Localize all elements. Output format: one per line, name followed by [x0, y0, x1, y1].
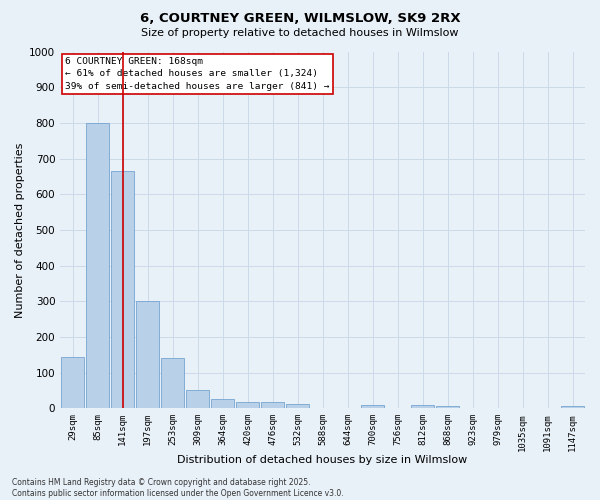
Bar [187, 390, 209, 408]
Bar [561, 406, 584, 408]
Bar [61, 356, 84, 408]
Text: 6, COURTNEY GREEN, WILMSLOW, SK9 2RX: 6, COURTNEY GREEN, WILMSLOW, SK9 2RX [140, 12, 460, 26]
Bar [211, 398, 234, 408]
Bar [112, 171, 134, 408]
Bar [236, 402, 259, 408]
Text: Contains HM Land Registry data © Crown copyright and database right 2025.
Contai: Contains HM Land Registry data © Crown c… [12, 478, 344, 498]
Bar [136, 302, 159, 408]
Bar [361, 405, 384, 408]
Bar [412, 405, 434, 408]
X-axis label: Distribution of detached houses by size in Wilmslow: Distribution of detached houses by size … [178, 455, 468, 465]
Text: 6 COURTNEY GREEN: 168sqm
← 61% of detached houses are smaller (1,324)
39% of sem: 6 COURTNEY GREEN: 168sqm ← 61% of detach… [65, 57, 330, 91]
Y-axis label: Number of detached properties: Number of detached properties [15, 142, 25, 318]
Bar [436, 406, 459, 408]
Bar [262, 402, 284, 408]
Bar [286, 404, 309, 408]
Bar [86, 123, 109, 408]
Bar [161, 358, 184, 408]
Text: Size of property relative to detached houses in Wilmslow: Size of property relative to detached ho… [141, 28, 459, 38]
